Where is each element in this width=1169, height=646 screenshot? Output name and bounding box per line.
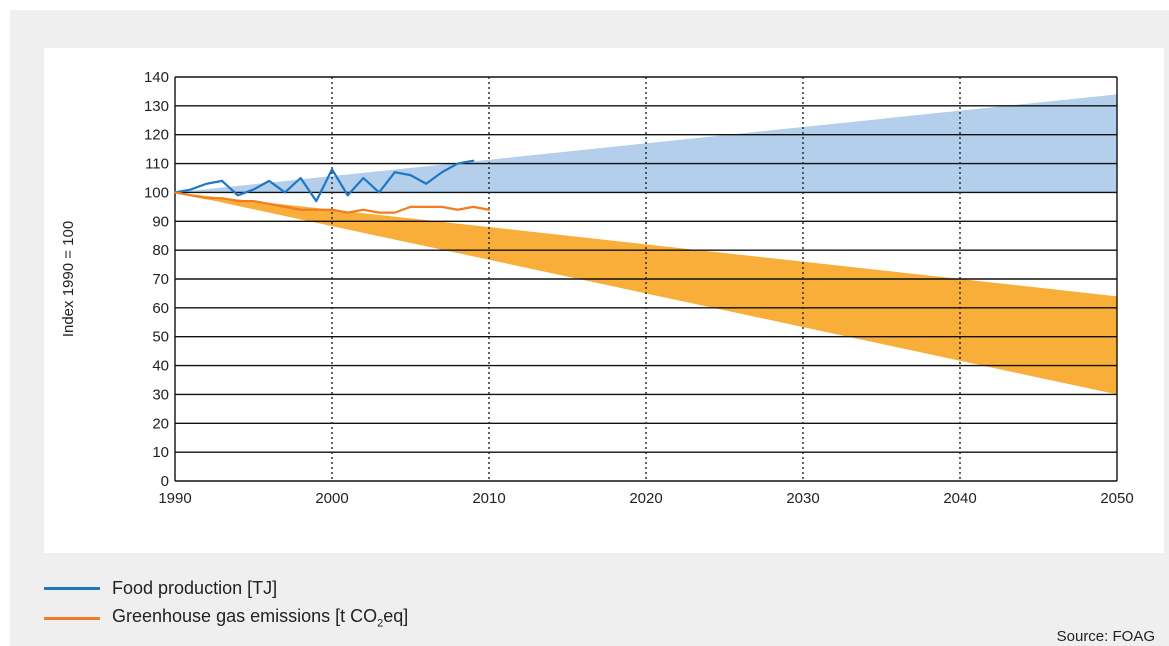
x-tick-label-2040: 2040 [943,490,976,507]
y-tick-label-130: 130 [144,98,169,115]
y-tick-label-60: 60 [152,300,169,317]
legend-item-ghg: Greenhouse gas emissions [t CO2eq] [44,603,408,633]
legend-label-ghg-part2: eq] [383,606,409,627]
x-tick-label-1990: 1990 [158,490,191,507]
x-tick-label-2050: 2050 [1100,490,1133,507]
legend-swatch-ghg [44,616,100,620]
series-line-0 [173,159,475,203]
legend-label-ghg-part1: Greenhouse gas emissions [t CO [112,606,378,627]
y-tick-label-10: 10 [152,444,169,461]
chart-panel: 0 10 20 30 40 50 60 70 80 90 100 110 120 130 140 1990 20… [10,10,1169,646]
y-tick-label-30: 30 [152,386,169,403]
y-tick-label-0: 0 [161,473,169,490]
x-tick-label-2020: 2020 [629,490,662,507]
y-tick-label-50: 50 [152,329,169,346]
y-tick-label-140: 140 [144,69,169,86]
x-tick-label-2010: 2010 [472,490,505,507]
legend-item-food: Food production [TJ] [44,573,408,603]
legend-label-food: Food production [TJ] [112,577,278,598]
legend-label-ghg-sub: 2 [377,617,384,630]
y-tick-label-20: 20 [152,415,169,432]
y-tick-label-120: 120 [144,127,169,144]
source-note: Source: FOAG [1056,628,1155,645]
y-axis-label: Index 1990 = 100 [60,221,77,337]
legend-swatch-food [44,586,100,590]
legend: Food production [TJ] Greenhouse gas emis… [44,573,408,633]
x-tick-label-2000: 2000 [315,490,348,507]
legend-label-ghg: Greenhouse gas emissions [t CO2eq] [112,606,408,630]
y-tick-label-110: 110 [145,156,169,173]
y-tick-label-90: 90 [152,213,169,230]
y-tick-label-80: 80 [152,242,169,259]
series-line-1 [173,191,491,214]
x-tick-label-2030: 2030 [786,490,819,507]
y-tick-label-70: 70 [152,271,169,288]
y-tick-label-100: 100 [144,184,169,201]
y-tick-label-40: 40 [152,358,169,375]
